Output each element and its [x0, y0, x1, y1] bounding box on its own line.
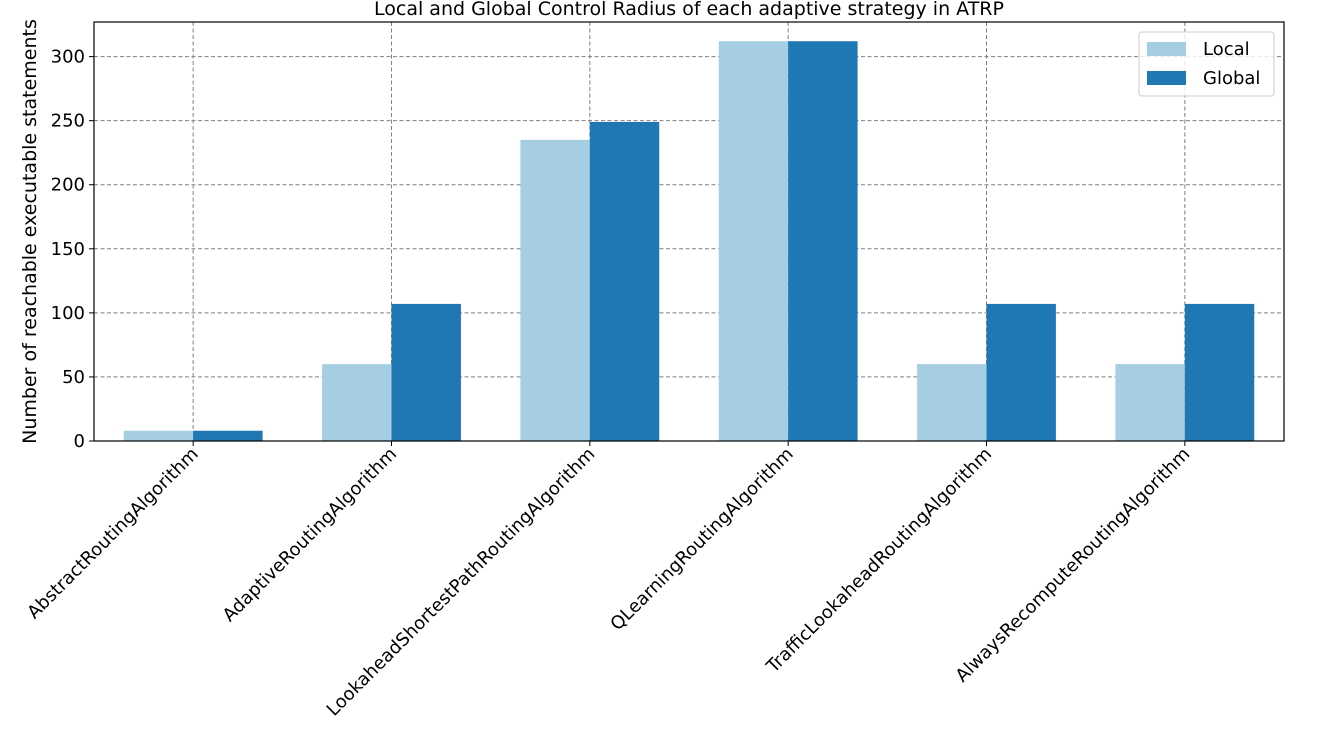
bar-local-4	[917, 364, 987, 441]
x-tick-label: AlwaysRecomputeRoutingAlgorithm	[952, 444, 1195, 687]
x-tick-label: QLearningRoutingAlgorithm	[606, 444, 797, 635]
bar-global-1	[391, 303, 461, 441]
y-axis-ticks: 0 50 100 150 200 250 300	[51, 47, 94, 452]
bar-local-3	[718, 41, 789, 441]
bar-local-2	[520, 139, 590, 441]
legend-swatch-global	[1147, 71, 1186, 85]
x-axis-ticks: AbstractRoutingAlgorithm AdaptiveRoutingA…	[23, 441, 1194, 720]
chart-title: Local and Global Control Radius of each …	[374, 0, 1004, 20]
x-tick-label: TrafficLookaheadRoutingAlgorithm	[762, 444, 996, 678]
y-tick-label: 100	[51, 303, 85, 324]
grid	[94, 22, 1284, 441]
y-axis-label: Number of reachable executable statement…	[19, 19, 41, 444]
bar-local-1	[322, 364, 392, 441]
legend-swatch-local	[1147, 42, 1186, 56]
bars	[123, 41, 1255, 442]
plot-frame	[93, 21, 1285, 442]
bar-global-5	[1184, 303, 1255, 441]
legend: Local Global	[1138, 31, 1275, 97]
y-tick-label: 200	[51, 175, 85, 196]
y-tick-label: 0	[74, 431, 85, 452]
bar-local-0	[123, 430, 194, 441]
x-tick-label: AbstractRoutingAlgorithm	[23, 444, 202, 623]
legend-label-local: Local	[1203, 39, 1250, 60]
y-tick-label: 50	[62, 367, 85, 388]
bar-local-5	[1115, 364, 1185, 441]
bar-global-0	[193, 430, 263, 441]
x-tick-label: AdaptiveRoutingAlgorithm	[219, 444, 401, 626]
y-tick-label: 150	[51, 239, 85, 260]
bar-global-2	[589, 121, 660, 442]
y-tick-label: 250	[51, 111, 85, 132]
bar-global-4	[986, 303, 1056, 441]
legend-label-global: Global	[1203, 68, 1260, 89]
y-tick-label: 300	[51, 47, 85, 68]
bar-global-3	[788, 41, 858, 441]
